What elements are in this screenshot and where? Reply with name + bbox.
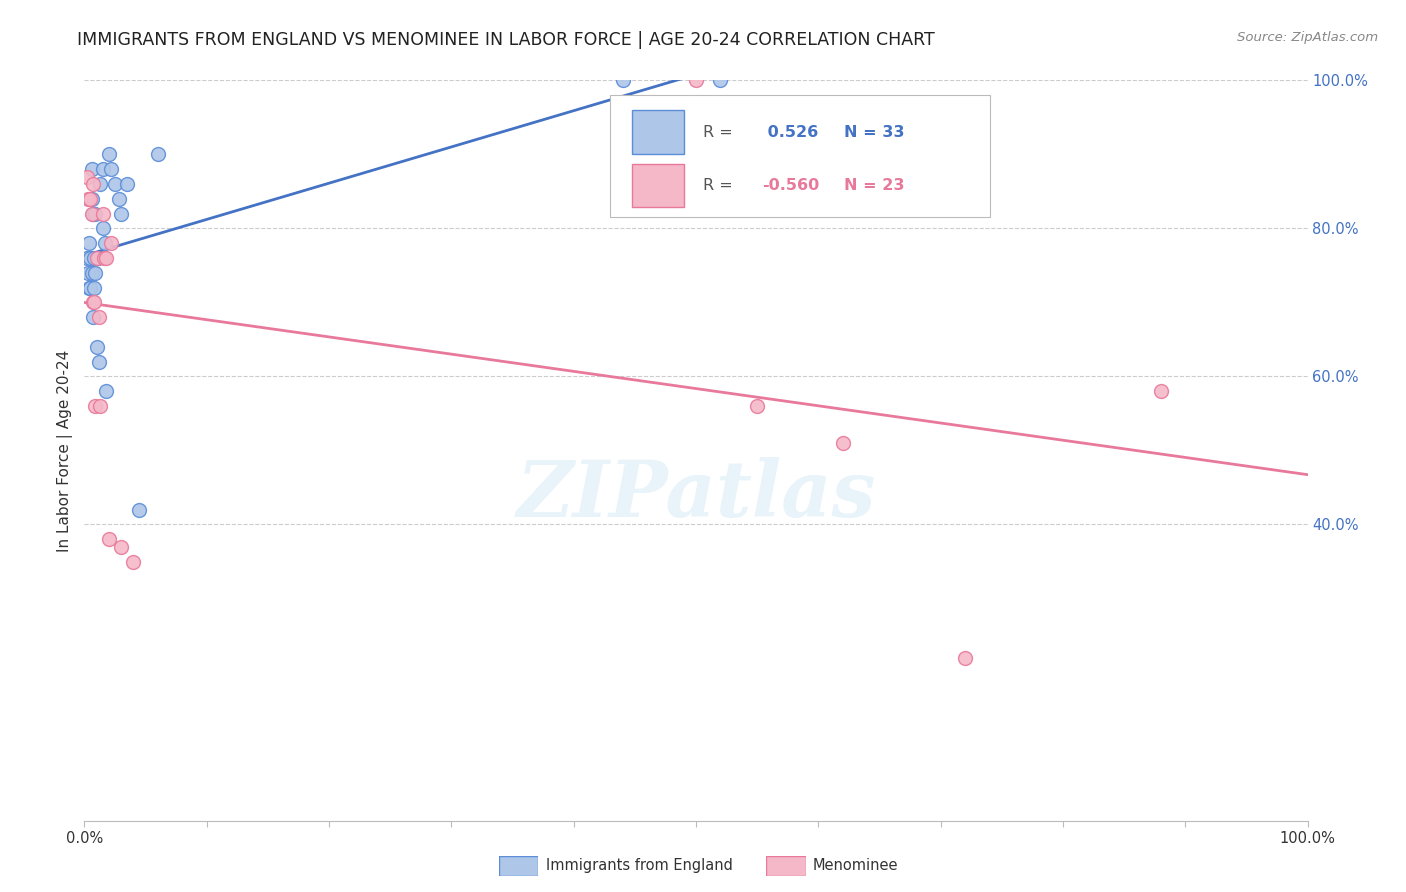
Text: IMMIGRANTS FROM ENGLAND VS MENOMINEE IN LABOR FORCE | AGE 20-24 CORRELATION CHAR: IMMIGRANTS FROM ENGLAND VS MENOMINEE IN … bbox=[77, 31, 935, 49]
Text: ZIPatlas: ZIPatlas bbox=[516, 457, 876, 533]
Point bbox=[89, 177, 111, 191]
Text: R =: R = bbox=[703, 178, 738, 193]
Point bbox=[93, 251, 115, 265]
Y-axis label: In Labor Force | Age 20-24: In Labor Force | Age 20-24 bbox=[58, 350, 73, 551]
Point bbox=[110, 206, 132, 220]
Text: 0.526: 0.526 bbox=[762, 125, 818, 140]
Text: Menominee: Menominee bbox=[813, 858, 898, 872]
Point bbox=[100, 162, 122, 177]
Point bbox=[1150, 384, 1173, 399]
Point bbox=[115, 177, 138, 191]
Point bbox=[612, 73, 634, 87]
Point bbox=[89, 399, 111, 413]
Point bbox=[80, 162, 103, 177]
Point bbox=[77, 266, 100, 280]
Point bbox=[84, 266, 107, 280]
Point bbox=[87, 310, 110, 325]
Text: Immigrants from England: Immigrants from England bbox=[546, 858, 733, 872]
Point bbox=[97, 147, 120, 161]
Point bbox=[84, 206, 107, 220]
Point bbox=[110, 540, 132, 554]
FancyBboxPatch shape bbox=[633, 163, 683, 207]
Point bbox=[79, 192, 101, 206]
Point bbox=[83, 280, 105, 294]
Point bbox=[96, 251, 118, 265]
FancyBboxPatch shape bbox=[633, 111, 683, 154]
Text: Source: ZipAtlas.com: Source: ZipAtlas.com bbox=[1237, 31, 1378, 45]
Point bbox=[709, 73, 731, 87]
Point bbox=[82, 177, 104, 191]
Point bbox=[79, 251, 101, 265]
Text: N = 33: N = 33 bbox=[844, 125, 904, 140]
Text: R =: R = bbox=[703, 125, 738, 140]
Point bbox=[146, 147, 169, 161]
Point bbox=[87, 354, 110, 368]
Point bbox=[82, 310, 104, 325]
Point bbox=[79, 280, 101, 294]
Point bbox=[80, 266, 103, 280]
Point bbox=[80, 192, 103, 206]
Point bbox=[80, 206, 103, 220]
Point bbox=[94, 236, 117, 251]
Point bbox=[82, 295, 104, 310]
Point bbox=[83, 251, 105, 265]
Point bbox=[77, 280, 100, 294]
Point bbox=[91, 206, 114, 220]
Point bbox=[77, 192, 100, 206]
Point bbox=[86, 251, 108, 265]
Point bbox=[96, 384, 118, 399]
Text: N = 23: N = 23 bbox=[844, 178, 904, 193]
Point bbox=[91, 221, 114, 235]
Point bbox=[87, 251, 110, 265]
FancyBboxPatch shape bbox=[610, 95, 990, 218]
Point bbox=[84, 399, 107, 413]
Point bbox=[76, 169, 98, 184]
Point bbox=[82, 206, 104, 220]
Point bbox=[83, 295, 105, 310]
Point bbox=[100, 236, 122, 251]
Point bbox=[76, 251, 98, 265]
Point bbox=[128, 502, 150, 516]
Point bbox=[77, 236, 100, 251]
Point bbox=[91, 162, 114, 177]
Point bbox=[831, 436, 853, 450]
Point bbox=[104, 177, 127, 191]
Text: -0.560: -0.560 bbox=[762, 178, 820, 193]
Point bbox=[953, 650, 976, 665]
Point bbox=[97, 533, 120, 547]
Point bbox=[122, 555, 145, 569]
Point bbox=[107, 192, 129, 206]
Point bbox=[747, 399, 769, 413]
Point bbox=[86, 340, 108, 354]
Point bbox=[685, 73, 707, 87]
